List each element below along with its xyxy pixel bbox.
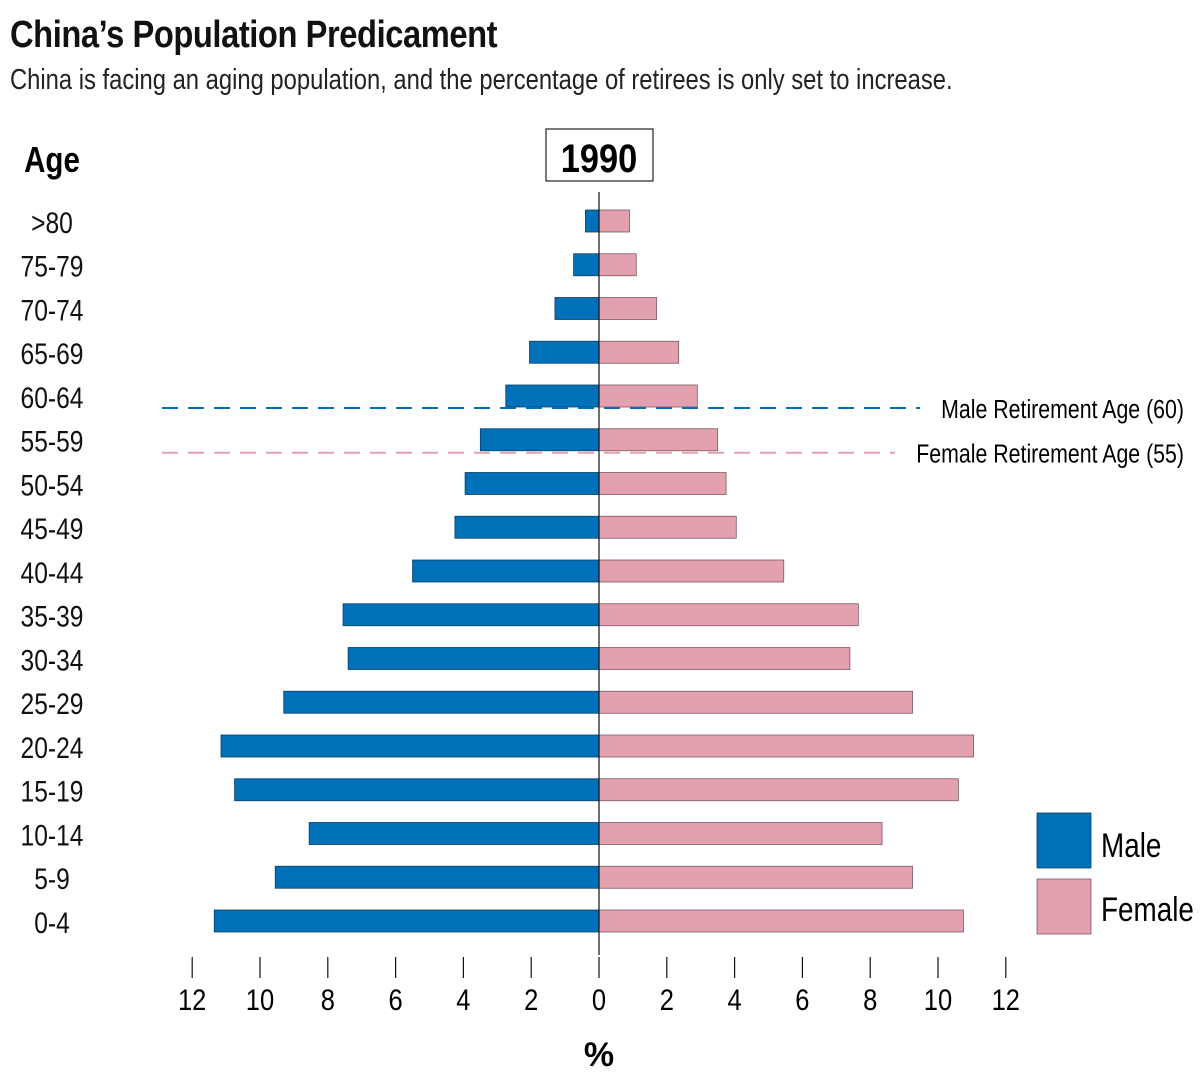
bar-female-10-14 [598,822,883,845]
bar-male-5-9 [274,865,600,889]
bar-male-0-4 [213,909,600,933]
bar-male-30-34 [347,647,600,670]
legend-female-label: Female [1101,890,1194,928]
age-label-45-49: 45-49 [21,512,84,546]
bar-male-10-14 [308,822,600,845]
bar-female-0-4 [598,909,964,933]
age-label-5-9: 5-9 [34,862,70,896]
age-label-35-39: 35-39 [21,599,84,633]
bar-female-20-24 [598,734,974,758]
bar-female-30-34 [598,647,851,670]
y-axis-title: Age [24,139,80,179]
age-label-25-29: 25-29 [21,687,84,721]
age-label-55-59: 55-59 [21,424,84,458]
bar-female-60-64 [598,384,698,408]
bar-male-60-64 [505,384,600,408]
bar-male->80 [585,209,600,233]
bar-female->80 [598,209,630,233]
bar-female-50-54 [598,472,727,495]
year-label: 1990 [561,136,638,181]
x-tick-label-7: 2 [660,983,674,1016]
bar-male-40-44 [412,559,600,583]
age-label-0-4: 0-4 [34,906,70,940]
bar-female-35-39 [598,603,859,627]
x-tick-label-0: 12 [178,983,206,1016]
age-label->80: >80 [31,206,73,240]
age-label-10-14: 10-14 [21,818,84,852]
age-label-75-79: 75-79 [21,249,84,283]
age-label-40-44: 40-44 [21,556,84,590]
age-label-50-54: 50-54 [21,468,84,502]
age-label-65-69: 65-69 [21,337,84,371]
bar-male-45-49 [454,515,600,539]
x-tick-label-11: 10 [924,983,952,1016]
female-retirement-label: Female Retirement Age (55) [916,440,1184,470]
bar-male-75-79 [573,253,600,277]
bar-female-25-29 [598,690,913,714]
age-label-15-19: 15-19 [21,774,84,808]
age-label-30-34: 30-34 [21,643,84,677]
x-tick-label-6: 0 [592,983,606,1016]
bar-male-70-74 [554,297,600,320]
bar-male-20-24 [220,734,600,758]
legend-female-swatch [1036,878,1092,935]
x-tick-label-10: 8 [863,983,877,1016]
bar-female-15-19 [598,778,959,802]
x-tick-label-3: 6 [389,983,403,1016]
x-tick-label-12: 12 [992,983,1020,1016]
bar-female-75-79 [598,253,637,277]
bar-male-35-39 [342,603,600,627]
age-label-60-64: 60-64 [21,381,84,415]
bar-female-70-74 [598,297,658,320]
chart-subtitle: China is facing an aging population, and… [10,64,953,96]
age-label-20-24: 20-24 [21,731,84,765]
bar-female-45-49 [598,515,737,539]
bar-male-65-69 [529,340,600,364]
bar-male-15-19 [234,778,600,802]
bar-male-55-59 [479,428,600,452]
x-tick-label-5: 2 [524,983,538,1016]
male-retirement-label: Male Retirement Age (60) [941,395,1184,425]
x-tick-label-8: 4 [728,983,742,1016]
bar-female-65-69 [598,340,680,364]
chart-title: China’s Population Predicament [10,14,498,56]
bar-male-50-54 [464,472,600,495]
bar-female-5-9 [598,865,913,889]
x-tick-label-1: 10 [246,983,274,1016]
legend-male-swatch [1036,812,1092,869]
legend-male-label: Male [1101,826,1161,864]
age-label-70-74: 70-74 [21,293,84,327]
bar-female-55-59 [598,428,719,452]
x-tick-label-9: 6 [795,983,809,1016]
year-box [545,128,654,182]
x-tick-label-2: 8 [321,983,335,1016]
x-tick-label-4: 4 [456,983,470,1016]
bar-female-40-44 [598,559,785,583]
x-axis-title: % [584,1036,614,1074]
bar-male-25-29 [283,690,600,714]
